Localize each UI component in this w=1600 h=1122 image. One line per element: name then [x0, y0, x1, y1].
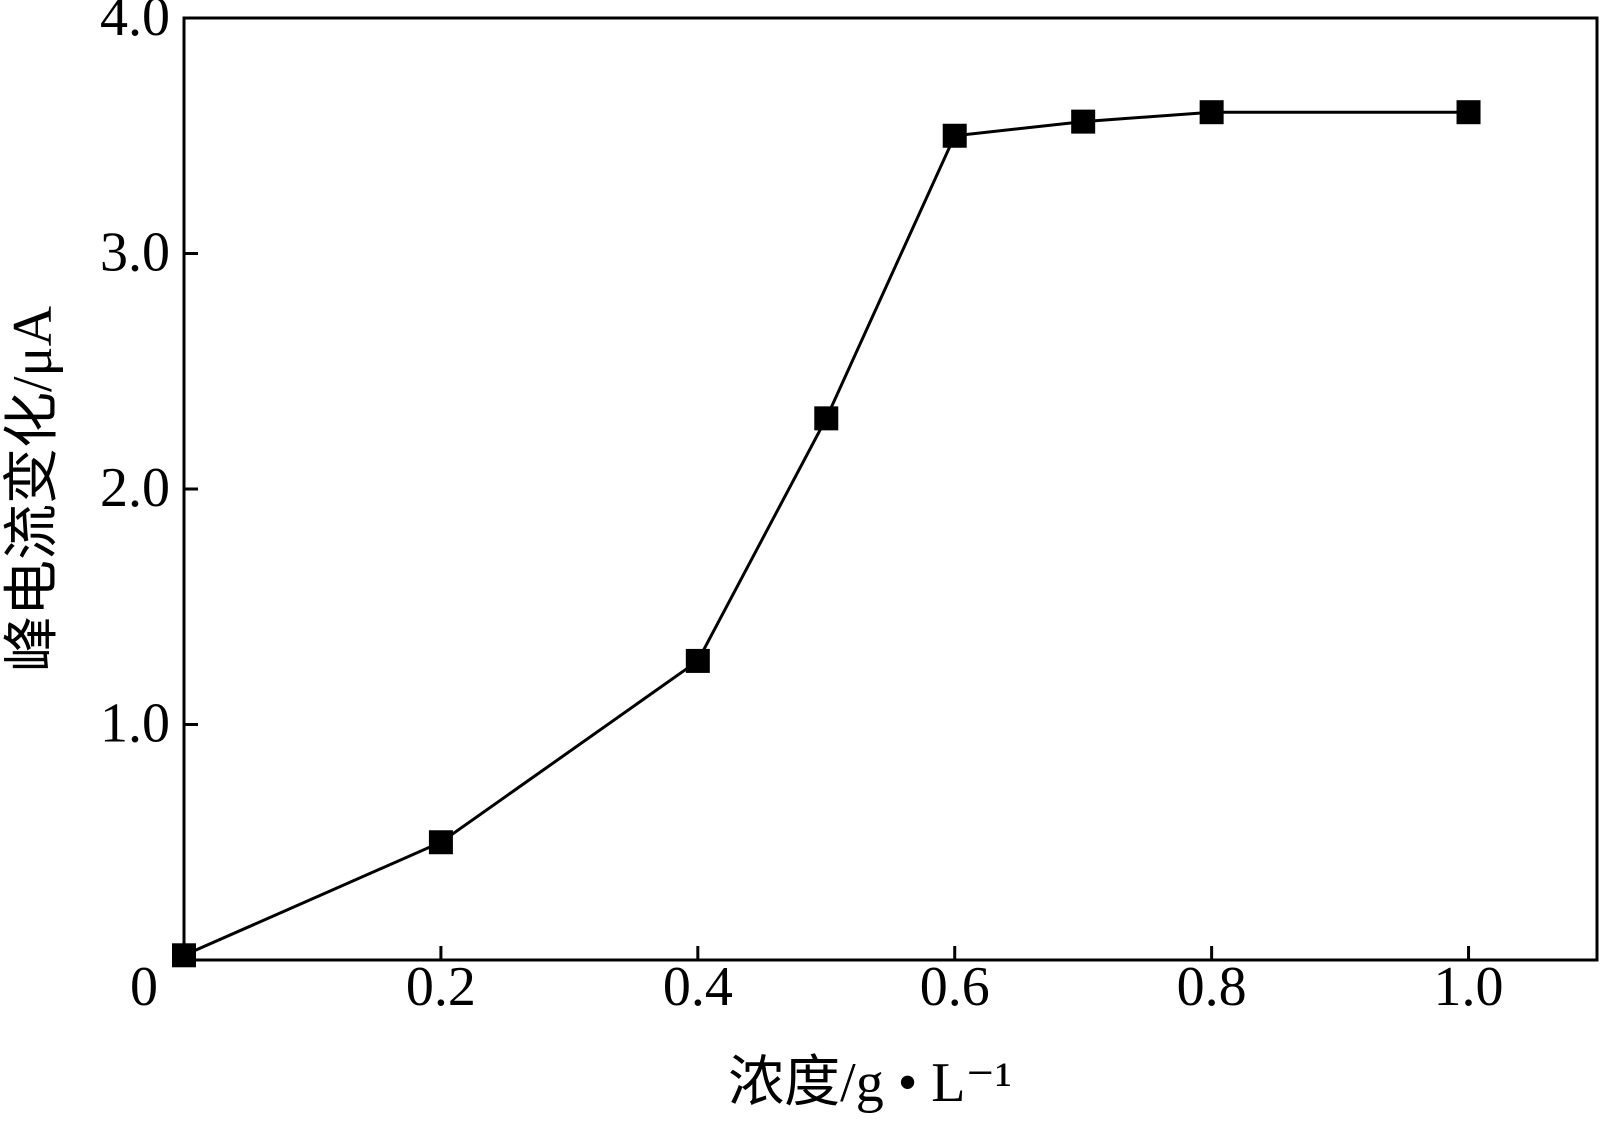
x-tick-label: 0.2 — [406, 956, 476, 1018]
data-marker — [814, 406, 839, 431]
data-marker — [172, 943, 196, 968]
y-axis-label: 峰电流变化/μA — [2, 305, 64, 672]
data-line — [183, 110, 1469, 957]
x-tick-label: 1.0 — [1434, 956, 1504, 1018]
x-tick-label: 0 — [130, 956, 158, 1018]
data-marker — [428, 830, 453, 855]
x-tick-label: 0.4 — [663, 956, 733, 1018]
data-marker — [942, 123, 967, 148]
x-tick-label: 0.6 — [920, 956, 990, 1018]
data-marker — [685, 648, 710, 673]
data-marker — [1456, 100, 1481, 125]
x-tick-label: 0.8 — [1177, 956, 1247, 1018]
plot-frame — [182, 16, 1599, 962]
y-tick-label: 1.0 — [100, 692, 170, 754]
y-tick-label: 4.0 — [100, 0, 170, 48]
y-tick-label: 2.0 — [100, 457, 170, 519]
data-marker — [1071, 109, 1096, 134]
x-axis-label: 浓度/g • L⁻¹ — [728, 1052, 1012, 1114]
data-marker — [1199, 100, 1224, 125]
y-tick-label: 3.0 — [100, 221, 170, 283]
